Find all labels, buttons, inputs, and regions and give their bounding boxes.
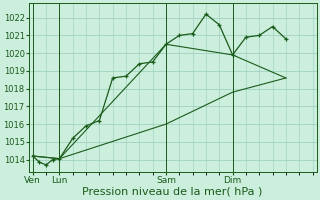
X-axis label: Pression niveau de la mer( hPa ): Pression niveau de la mer( hPa ) bbox=[83, 187, 263, 197]
